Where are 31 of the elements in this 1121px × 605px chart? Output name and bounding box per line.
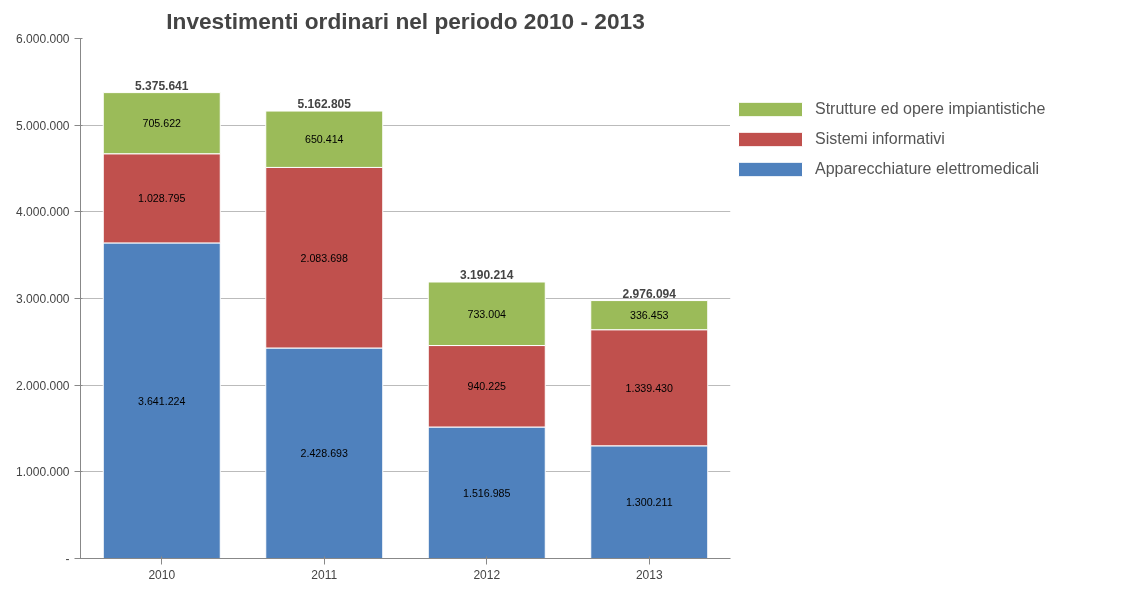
y-tick-label: 3.000.000 [16,292,70,306]
legend-label: Strutture ed opere impiantistiche [815,100,1046,118]
x-tick-label: 2011 [311,567,338,582]
total-label: 3.190.214 [460,268,514,283]
data-label: 1.339.430 [625,381,674,394]
x-tick-label: 2012 [473,567,501,582]
data-label: 3.641.224 [138,394,186,407]
y-tick-label: 6.000.000 [16,32,70,46]
data-label: 1.028.795 [138,192,186,205]
data-label: 1.300.211 [625,496,673,509]
data-label: 650.414 [304,133,344,146]
y-tick-label: 5.000.000 [16,118,70,133]
data-label: 705.622 [142,117,182,130]
total-label: 5.375.641 [135,78,189,93]
total-label: 2.976.094 [622,286,677,301]
total-label: 5.162.805 [297,97,352,112]
chart-title: Investimenti ordinari nel periodo 2010 - 2013 [166,7,645,34]
data-label: 2.083.698 [300,251,349,264]
legend-label: Apparecchiature elettromedicali [815,160,1040,178]
data-label: 2.428.693 [300,447,349,460]
y-tick-label: 4.000.000 [16,205,70,220]
data-label: 1.516.985 [463,486,511,499]
x-tick-label: 2010 [148,567,176,582]
data-label: 336.453 [629,309,669,322]
y-tick-label: 1.000.000 [16,465,70,480]
x-tick-label: 2013 [635,567,663,582]
data-label: 733.004 [467,307,507,320]
legend-label: Sistemi informativi [815,130,945,148]
data-label: 940.225 [467,380,507,393]
y-tick-label: 2.000.000 [16,378,70,393]
y-tick-label: - [65,552,70,566]
